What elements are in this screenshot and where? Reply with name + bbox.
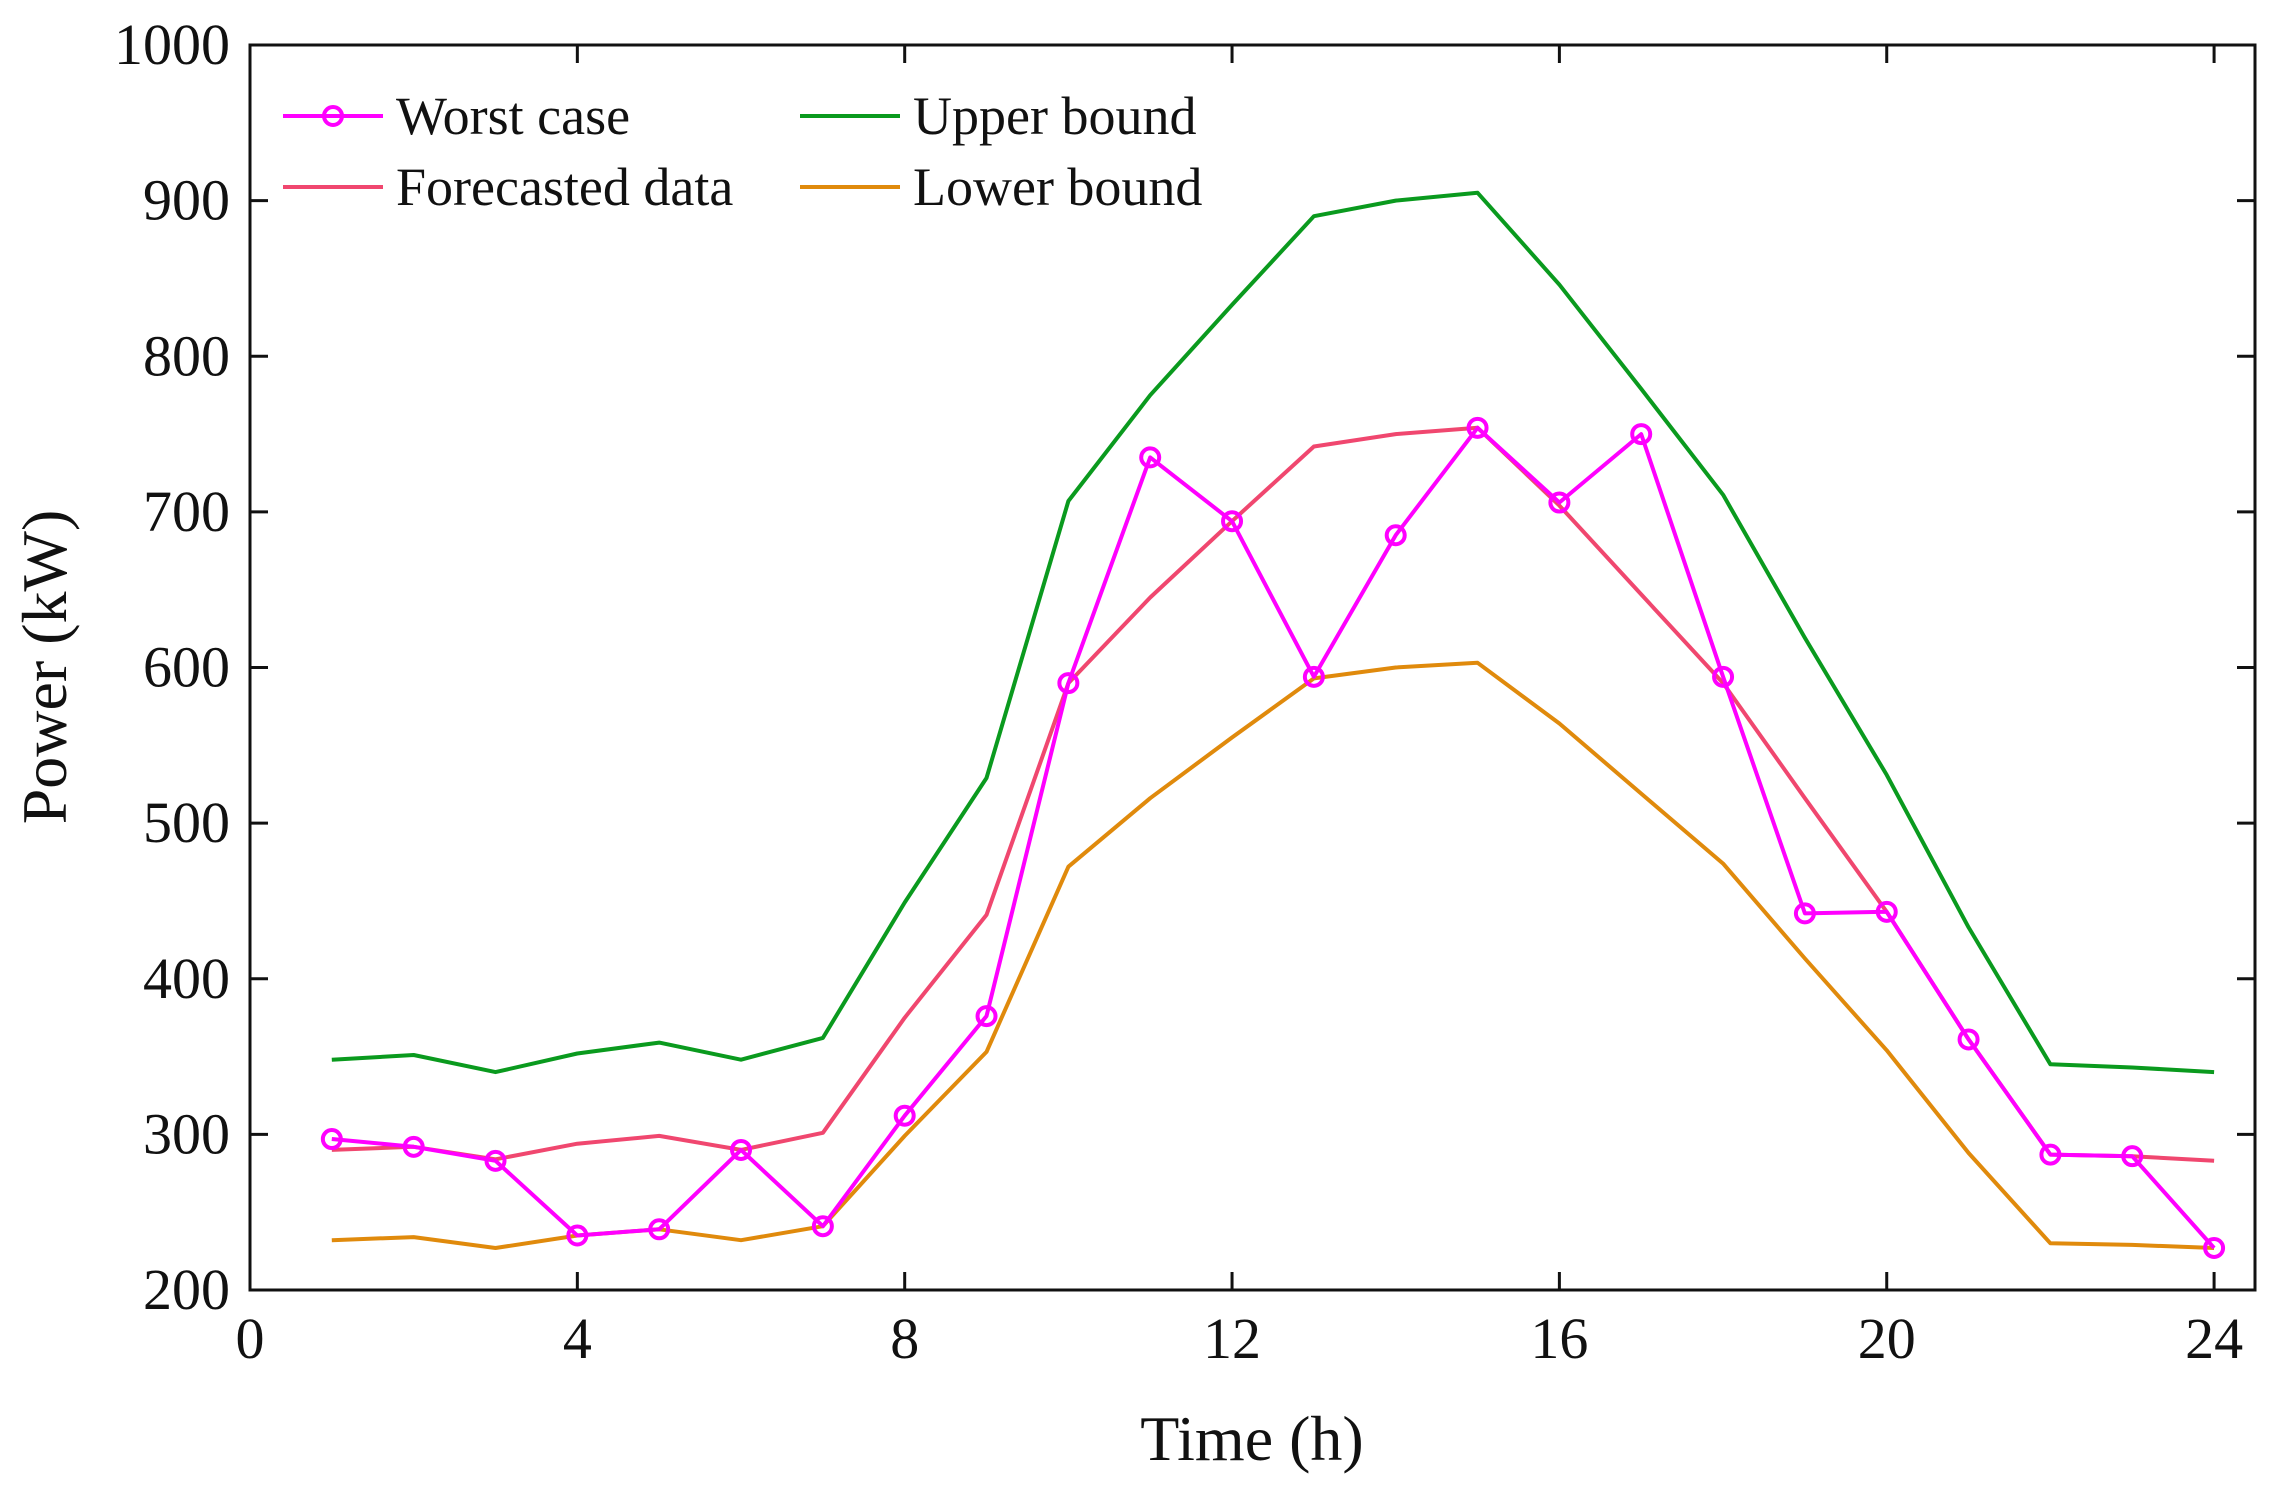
legend: Worst case Forecasted data Upper bound Lowe… xyxy=(283,86,1202,217)
data-point-worst-case xyxy=(320,1128,343,1151)
y-tick-label: 800 xyxy=(143,323,230,388)
data-point-worst-case xyxy=(811,1215,834,1238)
plot-area xyxy=(248,43,2257,1292)
data-point-worst-case xyxy=(1302,665,1325,688)
legend-label-forecasted-data: Forecasted data xyxy=(396,157,733,217)
data-point-worst-case xyxy=(2203,1236,2226,1259)
legend-marker-worst-case xyxy=(322,105,344,127)
x-tick-label: 0 xyxy=(236,1306,265,1371)
y-tick-label: 300 xyxy=(143,1101,230,1166)
data-point-worst-case xyxy=(1630,423,1653,446)
data-point-worst-case xyxy=(1957,1028,1980,1051)
data-point-worst-case xyxy=(1221,510,1244,533)
data-point-worst-case xyxy=(975,1005,998,1028)
data-point-worst-case xyxy=(2039,1143,2062,1166)
series-line-upper-bound xyxy=(331,190,2215,1075)
data-point-worst-case xyxy=(1139,446,1162,469)
data-point-worst-case xyxy=(1875,900,1898,923)
y-tick-label: 200 xyxy=(143,1257,230,1322)
x-tick-label: 16 xyxy=(1530,1306,1588,1371)
data-point-worst-case xyxy=(1548,491,1571,514)
series-line-worst-case xyxy=(331,425,2216,1250)
data-point-worst-case xyxy=(1712,665,1735,688)
legend-label-lower-bound: Lower bound xyxy=(913,157,1202,217)
y-tick-label: 700 xyxy=(143,479,230,544)
series-layer xyxy=(320,190,2226,1259)
data-point-worst-case xyxy=(1466,416,1489,439)
data-point-worst-case xyxy=(402,1135,425,1158)
y-tick-label: 1000 xyxy=(114,12,230,77)
x-axis: 0 4 8 12 16 20 24 xyxy=(236,45,2243,1371)
data-point-worst-case xyxy=(648,1218,671,1241)
x-axis-title: Time (h) xyxy=(1140,1403,1363,1474)
y-axis-title: Power (kW) xyxy=(9,510,80,825)
y-tick-label: 600 xyxy=(143,635,230,700)
x-tick-label: 4 xyxy=(563,1306,592,1371)
data-point-worst-case xyxy=(893,1104,916,1127)
y-axis: 200 300 400 500 600 700 800 900 1000 xyxy=(114,12,2255,1322)
y-tick-label: 400 xyxy=(143,946,230,1011)
x-tick-label: 24 xyxy=(2185,1306,2243,1371)
data-point-worst-case xyxy=(1793,902,1816,925)
legend-label-worst-case: Worst case xyxy=(396,86,630,146)
data-point-worst-case xyxy=(2121,1145,2144,1168)
data-point-worst-case xyxy=(730,1138,753,1161)
data-point-worst-case xyxy=(1384,524,1407,547)
x-tick-label: 20 xyxy=(1858,1306,1916,1371)
x-tick-label: 12 xyxy=(1203,1306,1261,1371)
x-tick-label: 8 xyxy=(890,1306,919,1371)
legend-label-upper-bound: Upper bound xyxy=(913,86,1196,146)
data-point-worst-case xyxy=(566,1224,589,1247)
y-tick-label: 900 xyxy=(143,168,230,233)
y-tick-label: 500 xyxy=(143,790,230,855)
data-point-worst-case xyxy=(1057,672,1080,695)
data-point-worst-case xyxy=(484,1149,507,1172)
